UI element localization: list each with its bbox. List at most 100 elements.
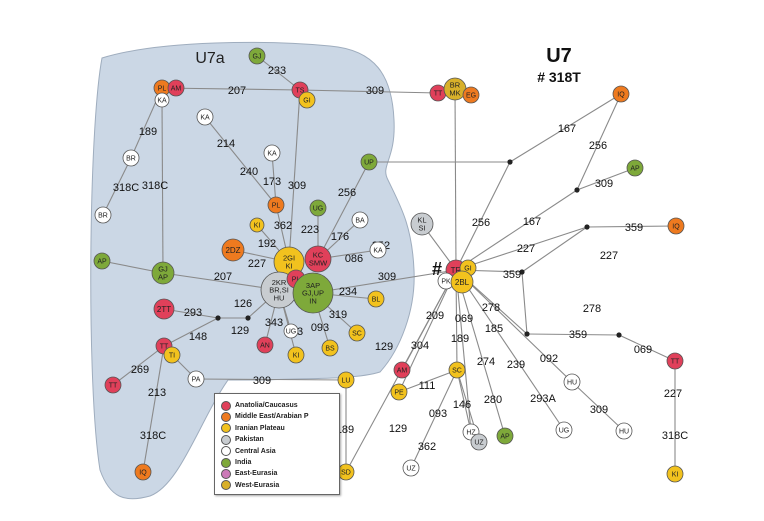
haplotype-node-ti: TI [163, 346, 181, 364]
mutation-label: 167 [523, 216, 541, 228]
edge [521, 271, 528, 335]
diagram-subtitle: # 318T [537, 69, 581, 85]
mutation-label: 304 [411, 340, 429, 352]
mutation-label: 111 [419, 380, 436, 392]
node-circle [351, 211, 369, 229]
legend-label: Pakistan [235, 436, 264, 444]
node-label: PL [158, 85, 167, 92]
node-circle [563, 373, 581, 391]
edges-group [101, 55, 677, 474]
mutation-label: 256 [338, 187, 356, 199]
node-circle [402, 459, 420, 477]
node-circle [360, 153, 378, 171]
mutation-label: 278 [482, 302, 500, 314]
haplotype-node-ki3: KI [666, 465, 684, 483]
haplotype-node-br2: BR [94, 206, 112, 224]
legend-item: Pakistan [221, 434, 264, 445]
edge [455, 226, 588, 271]
node-label: KL SI [417, 216, 426, 233]
node-label: UP [364, 159, 374, 166]
node-label: SC [352, 330, 362, 337]
haplotype-node-uz1: UZ [402, 459, 420, 477]
mutation-label: 207 [228, 85, 246, 97]
haplotype-node-bl: BL [367, 290, 385, 308]
node-label: UZ [406, 465, 416, 472]
legend-item: Iranian Plateau [221, 423, 285, 434]
node-label: IQ [617, 91, 625, 98]
haplotype-node-sd: SD [337, 463, 355, 481]
mutation-label: 227 [664, 388, 682, 400]
node-label: PL [292, 276, 301, 283]
node-label: 2BL [455, 278, 470, 287]
node-label: KI [293, 352, 300, 359]
node-label: AN [260, 342, 270, 349]
edge [576, 93, 622, 191]
mutation-label: 318C [142, 180, 168, 192]
mutation-label: 293 [184, 307, 202, 319]
node-circle [187, 370, 205, 388]
node-label: AP [500, 433, 510, 440]
node-circle [666, 352, 684, 370]
edge [456, 369, 472, 433]
node-label: AM [397, 367, 408, 374]
node-label: PE [394, 389, 404, 396]
node-label: AP [97, 258, 107, 265]
node-label: TR [451, 266, 462, 275]
legend-item: India [221, 457, 251, 468]
mutation-label: 362 [274, 220, 292, 232]
node-circle [283, 323, 299, 339]
node-circle [304, 245, 332, 273]
node-label: TT [160, 343, 169, 350]
legend-item: Anatolia/Caucasus [221, 400, 298, 411]
mutation-label: 092 [540, 353, 558, 365]
haplotype-node-tt3: TT [104, 376, 122, 394]
legend-label: India [235, 459, 252, 466]
haplotype-node-ki2: KI [287, 346, 305, 364]
haplotype-node-uz2: UZ [470, 433, 488, 451]
node-circle [104, 376, 122, 394]
haplotype-node-iq3: IQ [667, 217, 685, 235]
node-label: HZ [466, 429, 476, 436]
node-label: 3AP GJ,UP IN [302, 281, 324, 306]
mutation-label: 227 [600, 250, 618, 262]
junction-dot [574, 187, 580, 193]
edge [455, 189, 578, 271]
haplotype-node-up: UP [360, 153, 378, 171]
mutation-label: 309 [378, 271, 396, 283]
node-circle [309, 199, 327, 217]
haplotype-node-hu1: HU [563, 373, 581, 391]
edge [195, 378, 347, 381]
node-circle [267, 196, 285, 214]
node-circle [448, 361, 466, 379]
node-circle [154, 92, 170, 108]
node-circle [263, 144, 281, 162]
node-label: TS [296, 87, 305, 94]
junction-dot [524, 331, 530, 337]
haplotype-node-ka4: KA [369, 241, 387, 259]
mutation-label: 318C [140, 430, 166, 442]
legend-label: Central Asia [235, 447, 276, 455]
mutation-label: 256 [472, 217, 490, 229]
haplotype-node-sc1: SC [348, 324, 366, 342]
mutation-label: 278 [583, 303, 601, 315]
node-circle [153, 298, 175, 320]
haplotype-node-sc2: SC [448, 361, 466, 379]
node-label: KA [267, 150, 277, 157]
mutation-label: 318C [113, 182, 139, 194]
mutation-label: 126 [234, 298, 252, 310]
node-circle [612, 85, 630, 103]
legend-label: Iranian Plateau [235, 424, 285, 432]
haplotype-node-twott: 2TT [153, 298, 175, 320]
edge [317, 161, 370, 260]
haplotype-node-gjap: GJ AP [151, 261, 175, 285]
haplotype-node-pe: PE [390, 383, 408, 401]
node-circle [390, 383, 408, 401]
node-circle [151, 261, 175, 285]
junction-dot [616, 332, 622, 338]
haplotype-node-twogi: 2GI KI [273, 246, 305, 278]
haplotype-node-ug3: UG [555, 421, 573, 439]
node-circle [667, 217, 685, 235]
node-label: 2GI KI [283, 254, 295, 271]
node-label: 2DZ [225, 246, 240, 255]
